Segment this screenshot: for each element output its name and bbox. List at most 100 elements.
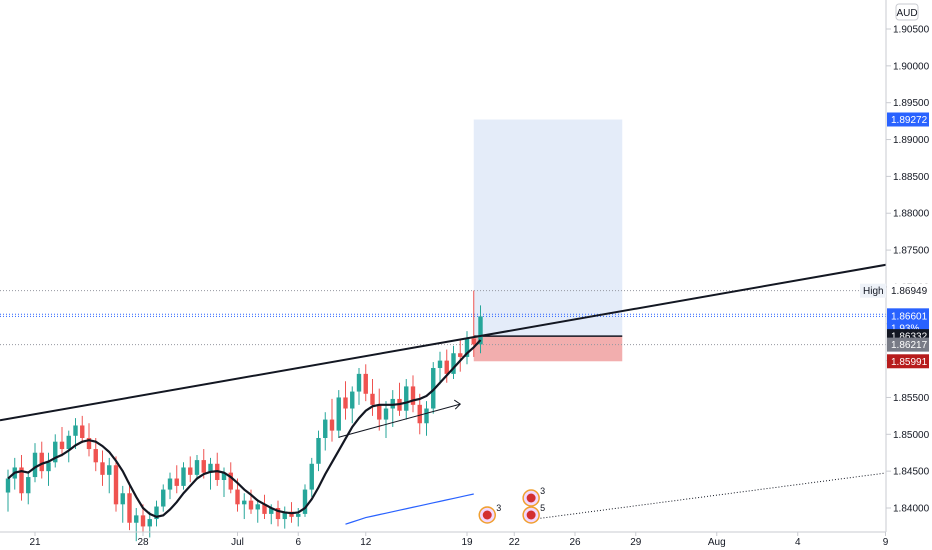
event-count: 3: [496, 503, 501, 513]
candle-body: [350, 391, 355, 409]
event-marker[interactable]: 3: [478, 503, 501, 524]
candle: [350, 386, 355, 424]
candle: [424, 401, 429, 436]
time-tick-label: Jul: [231, 537, 244, 548]
candle: [154, 500, 159, 527]
price-badges: 1.89272High1.869491.866011.93%01:04:251.…: [860, 112, 930, 369]
time-tick-label: 21: [29, 537, 41, 548]
candle-body: [410, 386, 416, 405]
high-label-bg: [860, 283, 886, 298]
candle: [167, 472, 173, 500]
channel-arrow-line: [338, 403, 461, 438]
candle-body: [140, 515, 146, 527]
price-axis: AUD: [885, 0, 932, 550]
candle: [80, 415, 85, 444]
candle-body: [431, 367, 436, 409]
candle: [26, 471, 31, 505]
candle-body: [167, 478, 173, 490]
candle-body: [39, 452, 44, 472]
moving-average: [7, 339, 482, 518]
dotted-trendline: [534, 469, 906, 520]
candle: [478, 305, 483, 354]
badge-text: 1.86949: [891, 286, 928, 297]
candle-body: [370, 393, 375, 405]
candle-body: [458, 353, 463, 357]
event-markers: 3 3 5: [478, 486, 545, 524]
event-count: 3: [540, 486, 545, 496]
candle-body: [134, 515, 139, 523]
currency-label: AUD: [896, 8, 917, 19]
candle: [66, 430, 71, 463]
candle-body: [194, 460, 200, 475]
candle: [417, 393, 422, 435]
candle-body: [120, 493, 125, 505]
candle-body: [343, 397, 348, 409]
candle-body: [302, 489, 308, 514]
candle: [282, 506, 287, 529]
candle-body: [356, 373, 362, 392]
price-tick-label: 1.85500: [893, 393, 930, 404]
time-tick-label: 12: [360, 537, 372, 548]
target-zone: [473, 119, 623, 337]
candle: [181, 462, 186, 490]
drawings: [0, 260, 906, 520]
candle: [19, 454, 24, 501]
badge-bg: [887, 112, 929, 127]
event-flag: [526, 510, 536, 520]
candle: [107, 457, 112, 494]
time-tick-label: 6: [295, 537, 301, 548]
candle: [161, 484, 166, 512]
candle: [343, 381, 348, 420]
candle-body: [100, 462, 105, 475]
candle: [194, 454, 200, 480]
candle-body: [282, 511, 287, 520]
price-tick-label: 1.85000: [893, 430, 930, 441]
candle: [262, 494, 267, 520]
candle: [383, 401, 389, 438]
candle: [309, 457, 314, 497]
candle-body: [221, 472, 227, 480]
candle: [5, 469, 11, 512]
candle-body: [181, 467, 186, 486]
candle: [458, 339, 463, 372]
candle: [296, 508, 301, 527]
candle: [46, 452, 51, 486]
currency-badge[interactable]: [895, 3, 919, 21]
candle-body: [296, 513, 301, 517]
badge-sub1: 1.93%: [891, 323, 919, 334]
candle: [431, 362, 436, 414]
candle: [397, 382, 402, 416]
badge-bg: [887, 283, 929, 298]
ma-line: [7, 339, 482, 518]
candle-body: [464, 338, 470, 357]
candle-body: [66, 435, 71, 450]
long-ma-line: [345, 493, 474, 525]
price-badge-high: High 1.86949: [860, 283, 929, 298]
badge-bg: [887, 337, 929, 352]
price-tick-label: 1.84500: [893, 467, 930, 478]
candle: [147, 511, 152, 538]
candles: [5, 290, 483, 542]
candle: [208, 457, 213, 490]
price-tick-label: 1.87500: [893, 246, 930, 257]
candle: [188, 456, 193, 483]
price-tick-label: 1.90500: [893, 25, 930, 36]
event-marker[interactable]: 3: [522, 486, 545, 507]
badge-text: 1.86217: [891, 340, 928, 351]
candle: [127, 482, 132, 531]
candle-body: [336, 397, 341, 431]
event-flag: [482, 510, 492, 520]
price-tick-label: 1.89000: [893, 135, 930, 146]
candle-body: [248, 500, 254, 510]
candle-body: [275, 508, 281, 520]
candle: [363, 364, 368, 402]
candle-body: [154, 506, 159, 520]
event-marker[interactable]: 5: [522, 503, 545, 524]
candle: [134, 508, 139, 542]
price-tick-label: 1.89500: [893, 98, 930, 109]
candle: [404, 379, 409, 420]
candle: [59, 426, 65, 457]
time-tick-label: 19: [461, 537, 473, 548]
trendline: [0, 260, 906, 422]
